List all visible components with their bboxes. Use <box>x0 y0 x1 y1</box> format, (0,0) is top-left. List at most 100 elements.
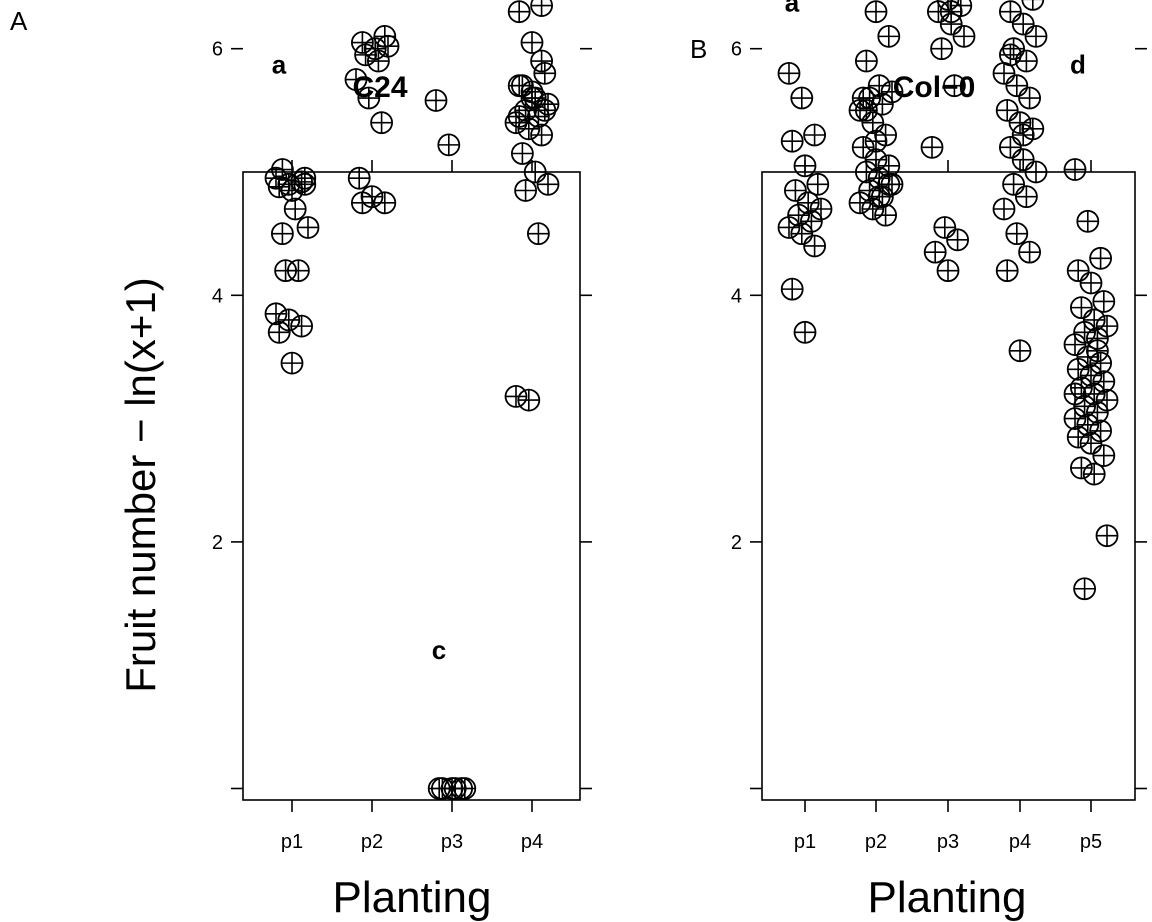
panel-a-ytick-label: 4 <box>212 285 223 307</box>
panel-b-xtick-label-p3: p3 <box>937 831 959 853</box>
panel-b-point-p3 <box>946 228 969 252</box>
panel-b-point-p5 <box>1079 271 1103 295</box>
panel-a-xtick-label-p1: p1 <box>281 831 303 853</box>
panel-a-point-p2 <box>354 43 378 67</box>
panel-b-point-p1 <box>784 179 807 202</box>
panel-b-point-p5 <box>1066 425 1090 449</box>
panel-b-point-p2 <box>867 185 891 209</box>
panel-letter-a: A <box>10 6 28 36</box>
panel-b-point-p2 <box>851 135 875 159</box>
panel-b-point-p3 <box>923 240 947 264</box>
panel-b-point-p2 <box>848 191 872 215</box>
panel-b-sig-letter-p1: a <box>785 0 800 18</box>
panel-b-xtick-label-p5: p5 <box>1080 831 1102 853</box>
panel-a-point-p4 <box>504 111 528 135</box>
panel-b-point-p5 <box>1063 333 1087 357</box>
panel-b-point-p4 <box>1005 222 1029 246</box>
panel-b-point-p2 <box>864 129 888 153</box>
panel-b-point-p4 <box>1011 123 1035 147</box>
panel-b-x-axis-label: Planting <box>867 873 1026 922</box>
panel-a-point-p4 <box>533 61 557 85</box>
panel-b-point-p2 <box>877 24 901 48</box>
panel-b-point-p5 <box>1070 456 1093 480</box>
panel-b-point-p5 <box>1063 158 1087 181</box>
panel-b-point-p4 <box>992 197 1016 221</box>
panel-b-point-p4 <box>995 98 1019 122</box>
panel-b-point-p5 <box>1063 382 1087 406</box>
panel-a-point-p4 <box>517 388 541 412</box>
panel-a-point-p1 <box>293 166 317 190</box>
panel-letter-b: B <box>690 34 707 64</box>
panel-a-point-p4 <box>514 179 537 202</box>
panel-a-point-p4 <box>530 49 553 73</box>
panel-b-title: Col−0 <box>893 71 976 104</box>
panel-b-point-p4 <box>1008 339 1032 363</box>
panel-a-point-p3 <box>437 133 461 157</box>
panel-a-point-p4 <box>507 0 531 24</box>
panel-a-point-p4 <box>523 160 547 184</box>
panel-b-point-p2 <box>851 86 875 110</box>
panel-a-point-p4 <box>536 172 560 196</box>
panel-b-point-p5 <box>1092 290 1116 313</box>
panel-a-point-p1 <box>280 351 304 375</box>
panel-b-point-p5 <box>1092 444 1116 467</box>
panel-a-point-p1 <box>280 179 304 202</box>
panel-b-point-p5 <box>1070 296 1093 320</box>
panel-a-point-p2 <box>376 34 400 58</box>
panel-a-point-p2 <box>347 166 371 190</box>
panel-b-point-p2 <box>855 98 878 122</box>
panel-b-point-p1 <box>777 216 801 239</box>
panel-b-point-p4 <box>1011 12 1035 36</box>
panel-b-point-p2 <box>855 160 878 184</box>
panel-b-point-p5 <box>1082 462 1106 486</box>
panel-a-point-p2 <box>370 111 394 135</box>
panel-a-xtick-label-p4: p4 <box>521 831 543 853</box>
panel-b-xtick-label-p2: p2 <box>865 831 887 853</box>
panel-a-point-p1 <box>267 320 291 344</box>
panel-a-point-p3 <box>424 89 448 112</box>
panel-b-sig-letter-p5: d <box>1070 49 1086 79</box>
panel-a-point-p2 <box>366 49 390 73</box>
panel-b-point-p1 <box>790 86 814 110</box>
panel-b-point-p5 <box>1076 209 1100 233</box>
panel-a-point-p1 <box>283 197 307 221</box>
panel-a-point-p4 <box>520 31 544 54</box>
panel-b-point-p3 <box>943 74 966 98</box>
panel-a-point-p4 <box>530 0 553 17</box>
panel-b-point-p2 <box>864 0 888 24</box>
panel-a-point-p4 <box>504 385 528 408</box>
panel-a-xtick-label-p3: p3 <box>441 831 463 853</box>
panel-b-point-p5 <box>1095 524 1119 548</box>
panel-b-plot: 2468p1p2p3p4p5aa,bcbd <box>731 0 1147 853</box>
panel-b-xtick-label-p1: p1 <box>794 831 816 853</box>
panel-b-xtick-label-p4: p4 <box>1009 831 1031 853</box>
panel-b-point-p2 <box>861 197 885 221</box>
panel-a-point-p4 <box>520 80 544 104</box>
panel-b-point-p5 <box>1066 357 1090 381</box>
panel-a-point-p4 <box>533 98 557 122</box>
panel-b-point-p5 <box>1066 259 1090 283</box>
panel-a-point-p1 <box>264 302 288 326</box>
panel-b-point-p1 <box>803 234 826 258</box>
panel-b-point-p5 <box>1079 431 1103 455</box>
panel-b-point-p4 <box>1018 240 1041 264</box>
panel-a-sig-letter-p3: c <box>432 635 446 665</box>
panel-b-point-p4 <box>1024 160 1048 184</box>
panel-b-point-p4 <box>1002 172 1025 196</box>
panel-a-point-p1 <box>270 158 294 181</box>
panel-a-point-p4 <box>507 105 531 128</box>
panel-b-point-p3 <box>939 0 963 24</box>
panel-a-x-axis-label: Planting <box>332 873 491 922</box>
panel-b-point-p1 <box>806 172 830 196</box>
panel-b-ytick-label: 4 <box>731 285 742 307</box>
panel-b-ytick-label: 6 <box>731 39 742 61</box>
panel-b-point-p1 <box>777 61 801 85</box>
panel-a-point-p2 <box>350 31 374 54</box>
panel-a-point-p2 <box>357 86 381 110</box>
panel-b-point-p3 <box>930 37 953 61</box>
y-axis-label: Fruit number − ln(x+1) <box>117 277 164 693</box>
panel-b-point-p2 <box>855 49 878 73</box>
panel-b-point-p4 <box>999 0 1022 24</box>
panel-b-point-p3 <box>933 216 957 239</box>
